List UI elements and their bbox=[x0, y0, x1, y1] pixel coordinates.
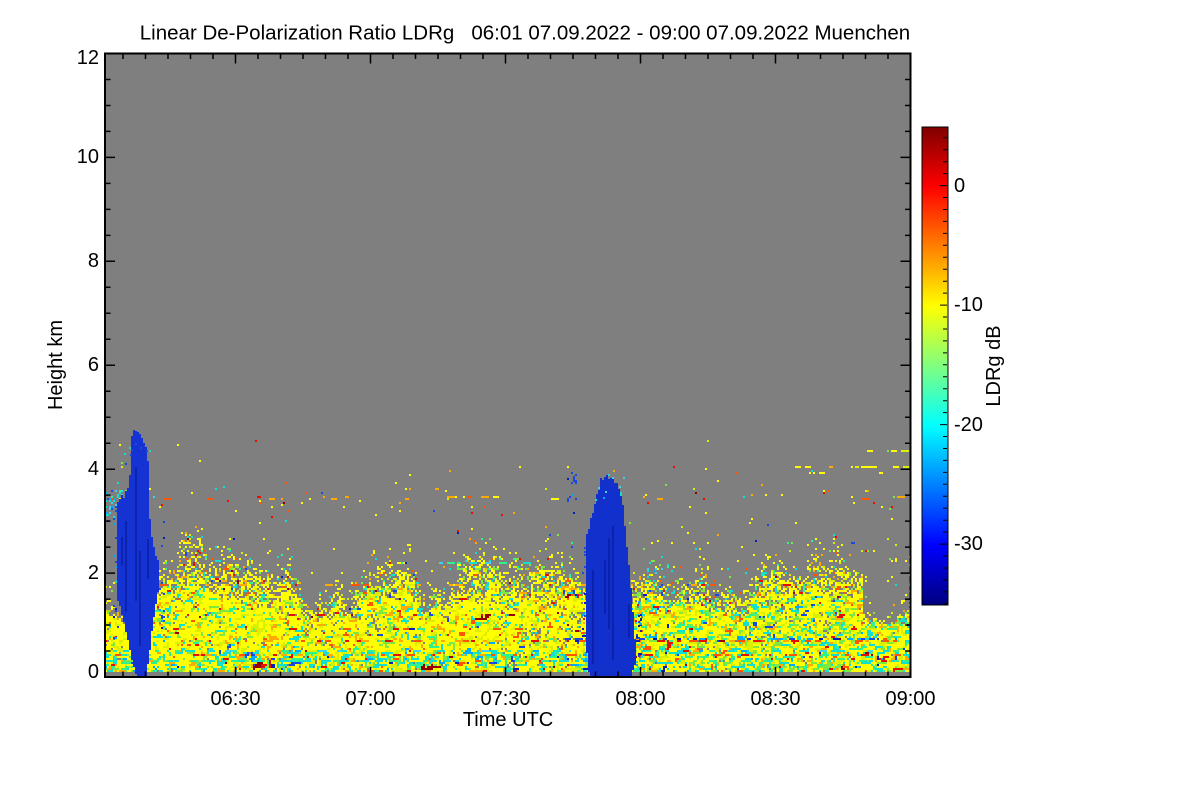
svg-text:08:00: 08:00 bbox=[615, 688, 665, 710]
svg-text:-30: -30 bbox=[954, 533, 983, 555]
svg-text:12: 12 bbox=[77, 47, 99, 69]
svg-text:4: 4 bbox=[88, 458, 99, 480]
svg-text:LDRg dB: LDRg dB bbox=[983, 325, 1005, 406]
svg-text:08:30: 08:30 bbox=[750, 688, 800, 710]
svg-text:6: 6 bbox=[88, 354, 99, 376]
svg-text:Linear De-Polarization Ratio L: Linear De-Polarization Ratio LDRg 06:01 … bbox=[140, 22, 910, 45]
svg-text:10: 10 bbox=[77, 146, 99, 168]
svg-text:07:00: 07:00 bbox=[345, 688, 395, 710]
svg-text:07:30: 07:30 bbox=[480, 688, 530, 710]
svg-text:06:30: 06:30 bbox=[210, 688, 260, 710]
svg-text:8: 8 bbox=[88, 250, 99, 272]
svg-text:09:00: 09:00 bbox=[885, 688, 935, 710]
svg-text:Height km: Height km bbox=[45, 320, 67, 410]
svg-text:0: 0 bbox=[954, 175, 965, 197]
svg-text:2: 2 bbox=[88, 562, 99, 584]
svg-text:Time UTC: Time UTC bbox=[463, 709, 553, 731]
svg-text:0: 0 bbox=[88, 661, 99, 683]
svg-text:-20: -20 bbox=[954, 414, 983, 436]
svg-text:-10: -10 bbox=[954, 294, 983, 316]
